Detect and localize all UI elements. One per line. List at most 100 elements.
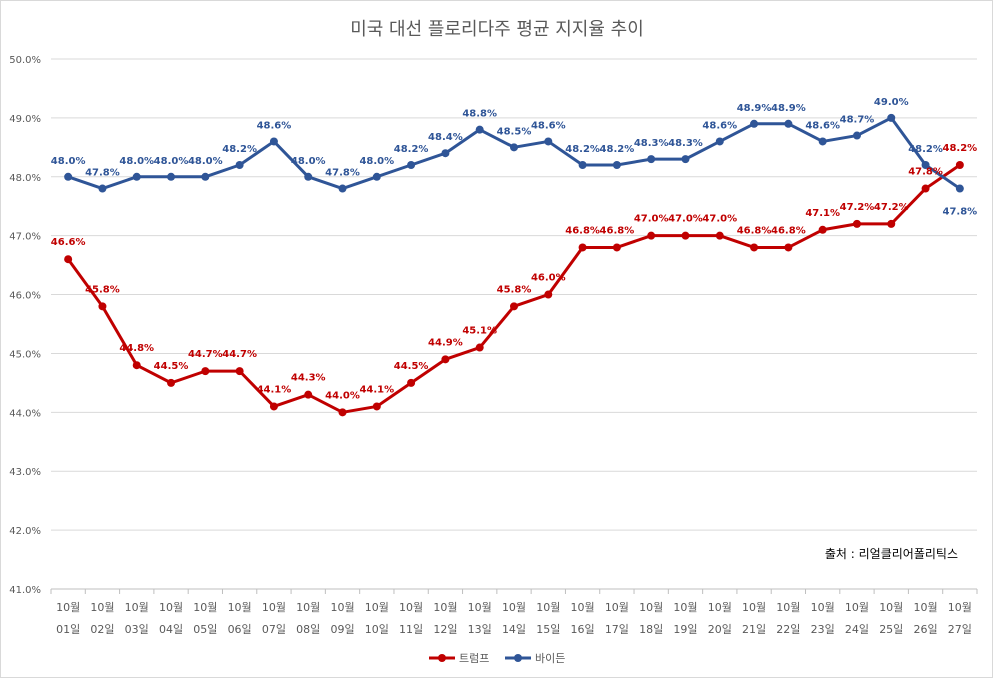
- data-point: [269, 137, 278, 146]
- data-point: [510, 143, 518, 152]
- data-point: [921, 184, 930, 193]
- x-tick-label-day: 04일: [159, 622, 183, 636]
- x-tick-label-month: 10월: [502, 601, 526, 614]
- x-tick-label-day: 25일: [879, 622, 903, 636]
- data-point: [887, 113, 896, 122]
- data-point: [235, 367, 244, 376]
- data-point: [715, 231, 724, 240]
- x-tick-label-day: 09일: [330, 622, 354, 636]
- data-label-trump: 47.2%: [874, 202, 909, 213]
- source-annotation: 출처 : 리얼클리어폴리틱스: [825, 547, 958, 561]
- data-label-trump: 45.8%: [497, 284, 532, 295]
- x-axis-ticks: 10월 01일 10월 02일 10월 03일 10월 04일 10월 05일 10월 06일 10월 0…: [50, 589, 978, 636]
- data-point: [64, 172, 73, 181]
- data-point: [201, 172, 210, 181]
- data-point: [441, 149, 450, 158]
- data-label-biden: 48.0%: [291, 156, 326, 167]
- data-point: [715, 137, 724, 146]
- x-tick-label-month: 10월: [536, 601, 560, 614]
- data-label-biden: 48.6%: [257, 120, 292, 131]
- data-point: [338, 408, 347, 417]
- data-label-biden: 48.6%: [805, 120, 840, 131]
- data-label-trump: 44.3%: [291, 373, 326, 384]
- x-tick-label-day: 16일: [571, 622, 595, 636]
- data-point: [167, 378, 176, 387]
- data-label-trump: 47.0%: [702, 214, 737, 225]
- x-tick-label-month: 10월: [639, 601, 663, 614]
- x-tick-label-day: 17일: [605, 622, 629, 636]
- data-label-trump: 45.8%: [85, 284, 120, 295]
- data-point: [304, 172, 313, 181]
- data-label-biden: 48.9%: [771, 103, 806, 114]
- x-tick-label-day: 23일: [811, 622, 835, 636]
- data-point: [750, 243, 759, 252]
- x-tick-label-month: 10월: [571, 601, 595, 614]
- series-biden: [64, 113, 964, 193]
- data-label-biden: 48.6%: [531, 120, 566, 131]
- data-point: [818, 137, 827, 146]
- legend-item: 바이든: [505, 652, 565, 665]
- gridlines: [51, 58, 977, 590]
- data-label-trump: 44.0%: [325, 390, 360, 401]
- data-point: [921, 161, 930, 169]
- data-label-trump: 44.1%: [359, 384, 394, 395]
- x-tick-label-day: 06일: [228, 622, 252, 636]
- data-label-biden: 48.2%: [600, 144, 635, 155]
- legend: 트럼프 바이든: [429, 652, 565, 665]
- data-point: [647, 155, 656, 164]
- x-tick-label-month: 10월: [125, 601, 149, 614]
- data-point: [338, 184, 347, 193]
- data-label-trump: 47.8%: [908, 167, 943, 178]
- data-point: [818, 225, 827, 234]
- legend-item: 트럼프: [429, 652, 489, 665]
- data-point: [132, 172, 141, 181]
- legend-swatch-marker: [514, 654, 522, 662]
- data-point: [544, 137, 553, 146]
- data-point: [647, 231, 656, 240]
- data-point: [681, 155, 690, 164]
- x-tick-label-month: 10월: [811, 601, 835, 614]
- x-tick-label-day: 15일: [536, 622, 560, 636]
- data-label-trump: 44.1%: [257, 384, 292, 395]
- data-point: [372, 172, 381, 181]
- x-tick-label-day: 08일: [296, 622, 320, 636]
- data-point: [955, 161, 964, 169]
- x-tick-label-day: 02일: [90, 622, 114, 636]
- data-point: [578, 243, 587, 252]
- x-tick-label-day: 20일: [708, 622, 732, 636]
- x-tick-label-day: 03일: [125, 622, 149, 636]
- data-point: [235, 161, 244, 169]
- data-label-biden: 48.0%: [119, 156, 154, 167]
- data-label-biden: 49.0%: [874, 97, 909, 108]
- x-tick-label-month: 10월: [879, 601, 903, 614]
- data-point: [852, 131, 861, 140]
- data-point: [98, 184, 107, 193]
- data-point: [955, 184, 964, 193]
- data-label-trump: 46.8%: [771, 225, 806, 236]
- data-label-biden: 48.3%: [668, 138, 703, 149]
- x-tick-label-month: 10월: [159, 601, 183, 614]
- x-tick-label-month: 10월: [845, 601, 869, 614]
- x-tick-label-day: 24일: [845, 622, 869, 636]
- series-trump: [64, 161, 964, 417]
- data-label-trump: 47.1%: [805, 208, 840, 219]
- data-point: [475, 125, 484, 134]
- x-tick-label-day: 19일: [673, 622, 697, 636]
- x-tick-label-month: 10월: [330, 601, 354, 614]
- chart-title: 미국 대선 플로리다주 평균 지지율 추이: [350, 19, 644, 40]
- data-label-biden: 48.2%: [222, 144, 257, 155]
- data-point: [784, 243, 793, 252]
- y-tick-label: 50.0%: [9, 55, 41, 66]
- y-tick-label: 43.0%: [9, 467, 41, 478]
- y-tick-label: 41.0%: [9, 585, 41, 596]
- data-label-biden: 48.6%: [702, 120, 737, 131]
- x-tick-label-day: 18일: [639, 622, 663, 636]
- data-point: [304, 390, 313, 399]
- y-tick-label: 44.0%: [9, 408, 41, 419]
- data-label-biden: 48.0%: [359, 156, 394, 167]
- data-label-biden: 48.0%: [51, 156, 86, 167]
- data-point: [98, 302, 107, 311]
- legend-label: 바이든: [535, 652, 565, 665]
- data-label-trump: 48.2%: [943, 143, 978, 154]
- data-point: [407, 378, 416, 387]
